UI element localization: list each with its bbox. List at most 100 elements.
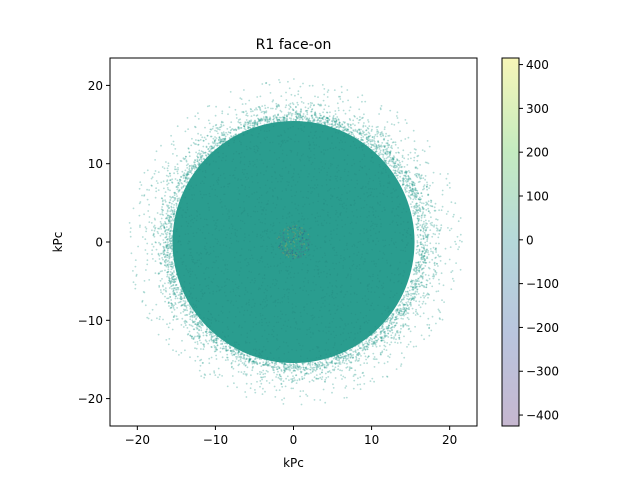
scatter-point	[294, 379, 296, 382]
scatter-point	[166, 167, 169, 170]
scatter-point	[357, 351, 360, 354]
scatter-point	[230, 344, 233, 347]
scatter-point	[209, 331, 211, 333]
scatter-point	[277, 119, 279, 121]
scatter-point	[404, 323, 407, 325]
scatter-point	[187, 128, 190, 131]
scatter-point	[176, 217, 179, 219]
scatter-point	[417, 261, 420, 263]
scatter-point	[184, 169, 187, 172]
scatter-point	[425, 222, 427, 225]
scatter-point	[216, 242, 218, 245]
scatter-point	[167, 251, 170, 254]
scatter-point	[282, 149, 284, 151]
scatter-point	[388, 134, 391, 137]
scatter-point	[383, 305, 386, 308]
scatter-point	[391, 325, 394, 328]
scatter-point	[341, 378, 343, 380]
scatter-point	[266, 179, 269, 182]
scatter-point	[173, 172, 176, 175]
scatter-point	[308, 184, 310, 186]
scatter-point	[280, 234, 282, 237]
scatter-point	[339, 351, 341, 353]
scatter-point	[323, 366, 326, 369]
scatter-point	[204, 292, 206, 294]
scatter-point	[407, 293, 410, 296]
scatter-point	[299, 370, 302, 373]
scatter-point	[333, 355, 336, 358]
scatter-point	[433, 299, 435, 302]
scatter-point	[306, 109, 309, 112]
scatter-point	[402, 183, 405, 186]
scatter-point	[181, 290, 184, 293]
scatter-point	[180, 225, 183, 227]
scatter-point	[345, 396, 348, 399]
scatter-point	[346, 89, 349, 91]
scatter-point	[322, 118, 324, 121]
scatter-point	[259, 371, 261, 373]
scatter-point	[409, 197, 412, 200]
scatter-point	[430, 250, 432, 253]
scatter-point	[375, 143, 378, 146]
scatter-point	[378, 113, 380, 115]
scatter-point	[335, 120, 338, 122]
scatter-point	[244, 176, 247, 178]
scatter-point	[314, 364, 317, 367]
scatter-point	[272, 369, 274, 371]
scatter-point	[286, 181, 288, 183]
scatter-point	[170, 265, 173, 268]
scatter-point	[264, 372, 267, 375]
scatter-point	[348, 353, 350, 356]
scatter-point	[378, 164, 381, 166]
scatter-point	[362, 142, 365, 145]
scatter-point	[349, 130, 351, 133]
scatter-point	[362, 116, 364, 119]
scatter-point	[448, 182, 451, 184]
scatter-point	[172, 275, 175, 278]
scatter-point	[253, 128, 256, 131]
scatter-point	[246, 213, 249, 215]
scatter-point	[164, 200, 167, 203]
scatter-point	[198, 369, 201, 372]
scatter-point	[185, 292, 187, 295]
scatter-point	[374, 330, 377, 333]
scatter-point	[292, 375, 294, 377]
scatter-point	[380, 105, 383, 107]
scatter-point	[288, 108, 291, 110]
scatter-point	[168, 214, 171, 217]
scatter-point	[325, 364, 328, 367]
scatter-point	[342, 360, 344, 362]
scatter-point	[421, 206, 424, 208]
scatter-point	[166, 260, 169, 263]
scatter-point	[322, 121, 325, 124]
scatter-point	[169, 229, 172, 232]
scatter-point	[416, 202, 418, 205]
scatter-point	[301, 129, 303, 131]
scatter-point	[428, 261, 431, 264]
scatter-point	[186, 187, 189, 189]
scatter-point	[178, 188, 181, 191]
scatter-point	[391, 312, 393, 315]
scatter-point	[264, 375, 266, 378]
scatter-point	[367, 135, 370, 138]
scatter-point	[166, 247, 169, 250]
scatter-point	[185, 176, 187, 178]
scatter-point	[195, 232, 198, 234]
scatter-point	[222, 345, 225, 348]
scatter-point	[262, 369, 265, 372]
scatter-point	[328, 310, 330, 312]
scatter-point	[167, 302, 170, 304]
scatter-point	[152, 233, 155, 236]
scatter-point	[418, 265, 421, 268]
scatter-point	[330, 126, 333, 129]
scatter-point	[241, 103, 244, 105]
scatter-point	[240, 371, 243, 373]
scatter-point	[209, 373, 212, 376]
scatter-point	[351, 357, 354, 359]
scatter-point	[261, 318, 263, 321]
scatter-point	[238, 285, 240, 288]
scatter-point	[230, 362, 233, 365]
scatter-point	[379, 345, 381, 347]
scatter-point	[173, 278, 176, 281]
scatter-point	[171, 272, 174, 275]
